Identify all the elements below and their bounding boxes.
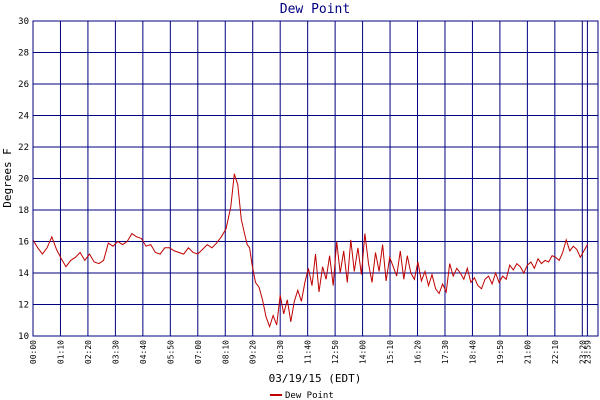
x-tick-label: 19:50 bbox=[496, 340, 505, 364]
y-tick-label: 14 bbox=[18, 269, 29, 279]
x-tick-label: 07:00 bbox=[194, 340, 203, 364]
x-tick-label: 10:30 bbox=[276, 340, 285, 364]
y-tick-label: 16 bbox=[18, 238, 29, 248]
x-tick-label: 21:00 bbox=[523, 340, 532, 364]
x-tick-label: 22:10 bbox=[551, 340, 560, 364]
x-tick-label: 12:50 bbox=[331, 340, 340, 364]
y-tick-label: 26 bbox=[18, 80, 29, 90]
y-tick-label: 28 bbox=[18, 49, 29, 59]
x-tick-label: 16:20 bbox=[414, 340, 423, 364]
x-tick-label: 15:10 bbox=[386, 340, 395, 364]
x-tick-label: 01:10 bbox=[56, 340, 65, 364]
chart-title: Dew Point bbox=[280, 2, 350, 17]
x-axis-label: 03/19/15 (EDT) bbox=[269, 372, 362, 385]
x-tick-label: 02:20 bbox=[84, 340, 93, 364]
x-tick-label: 23:59 bbox=[583, 340, 592, 364]
x-tick-label: 23:20 bbox=[578, 340, 587, 364]
y-axis-label: Degrees F bbox=[1, 148, 14, 208]
y-tick-label: 22 bbox=[18, 143, 29, 153]
x-tick-label: 04:40 bbox=[139, 340, 148, 364]
y-axis-ticks: 10 12 14 16 18 20 22 24 26 28 30 bbox=[18, 17, 29, 342]
y-tick-label: 30 bbox=[18, 17, 29, 27]
y-tick-label: 12 bbox=[18, 301, 29, 311]
x-tick-label: 14:00 bbox=[359, 340, 368, 364]
y-tick-label: 20 bbox=[18, 175, 29, 185]
y-tick-label: 10 bbox=[18, 332, 29, 342]
x-tick-label: 17:30 bbox=[441, 340, 450, 364]
x-tick-label: 00:00 bbox=[29, 340, 38, 364]
y-tick-label: 18 bbox=[18, 206, 29, 216]
plot-border bbox=[32, 20, 599, 337]
legend: Dew Point bbox=[270, 391, 334, 400]
x-tick-label: 05:50 bbox=[166, 340, 175, 364]
x-tick-label: 09:20 bbox=[249, 340, 258, 364]
x-tick-label: 11:40 bbox=[304, 340, 313, 364]
series-line-dew-point bbox=[32, 173, 588, 329]
legend-label: Dew Point bbox=[285, 391, 334, 400]
x-tick-label: 08:10 bbox=[221, 340, 230, 364]
x-tick-label: 18:40 bbox=[468, 340, 477, 364]
x-axis-ticks: 00:00 01:10 02:20 03:30 04:40 05:50 07:00 08:10… bbox=[29, 340, 592, 364]
x-tick-label: 03:30 bbox=[111, 340, 120, 364]
y-tick-label: 24 bbox=[18, 112, 29, 122]
